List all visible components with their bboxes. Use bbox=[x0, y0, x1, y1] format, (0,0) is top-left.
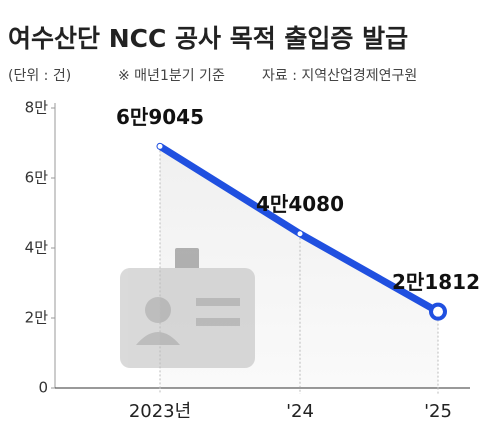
y-tick-label: 6만 bbox=[25, 169, 49, 187]
chart-title: 여수산단 NCC 공사 목적 출입증 발급 bbox=[8, 24, 408, 53]
y-tick-label: 4만 bbox=[25, 239, 49, 257]
unit: (단위 : 건) bbox=[8, 68, 71, 84]
point bbox=[297, 231, 303, 237]
x-tick-label: '24 bbox=[286, 401, 314, 422]
x-tick-label: 2023년 bbox=[129, 401, 191, 422]
value-label: 4만4080 bbox=[256, 192, 344, 216]
note: ※ 매년1분기 기준 bbox=[118, 68, 225, 84]
point bbox=[429, 302, 447, 321]
y-tick-label: 8만 bbox=[25, 99, 49, 117]
x-tick-label: '25 bbox=[424, 401, 452, 422]
value-label: 2만1812 bbox=[392, 270, 480, 294]
point bbox=[157, 143, 163, 149]
id-card-icon bbox=[120, 248, 255, 368]
value-label: 6만9045 bbox=[116, 105, 204, 129]
y-tick-label: 0 bbox=[38, 379, 48, 397]
source: 자료 : 지역산업경제연구원 bbox=[262, 68, 417, 84]
y-tick-label: 2만 bbox=[25, 309, 49, 327]
